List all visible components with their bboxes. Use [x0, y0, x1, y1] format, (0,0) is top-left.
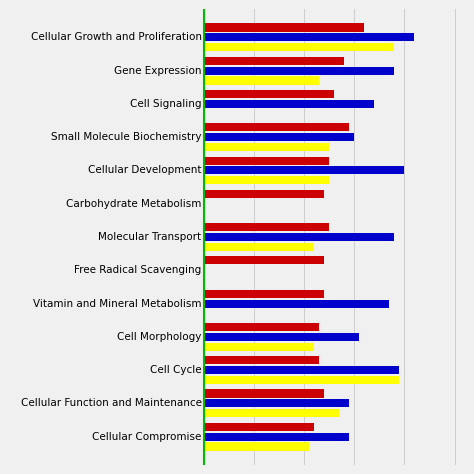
Bar — [204, 300, 390, 308]
Text: Cell Signaling: Cell Signaling — [130, 99, 201, 109]
Bar — [204, 176, 329, 184]
Bar — [204, 390, 324, 398]
Bar — [204, 166, 404, 174]
Bar — [204, 256, 324, 264]
Text: Cellular Development: Cellular Development — [88, 165, 201, 175]
Bar — [204, 233, 394, 241]
Bar — [204, 409, 339, 417]
Bar — [204, 333, 359, 341]
Bar — [204, 443, 309, 451]
Bar — [204, 290, 324, 298]
Bar — [204, 100, 374, 108]
Text: Carbohydrate Metabolism: Carbohydrate Metabolism — [66, 199, 201, 209]
Bar — [204, 123, 349, 131]
Bar — [204, 323, 319, 331]
Bar — [204, 423, 314, 431]
Text: Vitamin and Mineral Metabolism: Vitamin and Mineral Metabolism — [33, 299, 201, 309]
Bar — [204, 399, 349, 408]
Text: Cell Morphology: Cell Morphology — [117, 332, 201, 342]
Bar — [204, 66, 394, 75]
Text: Molecular Transport: Molecular Transport — [99, 232, 201, 242]
Bar — [204, 33, 414, 41]
Bar — [204, 376, 400, 384]
Bar — [204, 243, 314, 251]
Bar — [204, 23, 365, 31]
Bar — [204, 90, 334, 98]
Text: Gene Expression: Gene Expression — [114, 65, 201, 76]
Text: Cell Cycle: Cell Cycle — [150, 365, 201, 375]
Text: Cellular Growth and Proliferation: Cellular Growth and Proliferation — [31, 32, 201, 42]
Bar — [204, 366, 400, 374]
Text: Small Molecule Biochemistry: Small Molecule Biochemistry — [51, 132, 201, 142]
Bar — [204, 156, 329, 164]
Text: Cellular Function and Maintenance: Cellular Function and Maintenance — [20, 398, 201, 409]
Bar — [204, 76, 319, 84]
Bar — [204, 143, 329, 151]
Bar — [204, 133, 355, 141]
Bar — [204, 356, 319, 364]
Bar — [204, 223, 329, 231]
Text: Free Radical Scavenging: Free Radical Scavenging — [74, 265, 201, 275]
Text: Cellular Compromise: Cellular Compromise — [92, 432, 201, 442]
Bar — [204, 343, 314, 351]
Bar — [204, 190, 324, 198]
Bar — [204, 433, 349, 441]
Bar — [204, 43, 394, 51]
Bar — [204, 57, 344, 65]
